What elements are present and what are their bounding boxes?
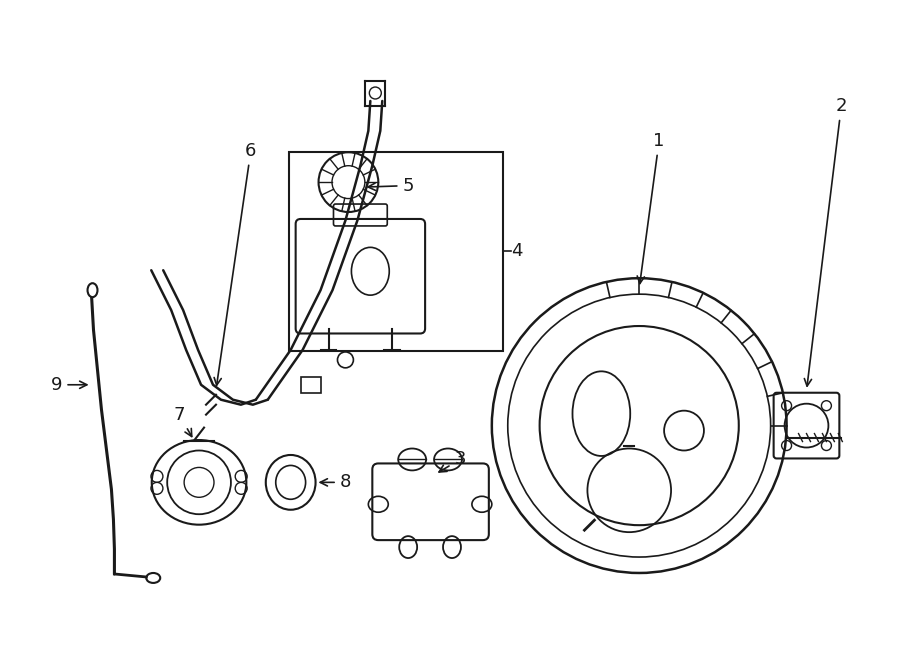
Text: 3: 3 (439, 450, 465, 472)
Bar (301, 377, 320, 393)
Text: 6: 6 (214, 141, 256, 385)
Text: 8: 8 (320, 473, 351, 491)
Text: 1: 1 (637, 132, 665, 284)
Text: 4: 4 (510, 243, 522, 260)
Ellipse shape (87, 283, 97, 297)
Bar (289, 152, 503, 351)
Text: 9: 9 (51, 375, 87, 394)
Text: 7: 7 (174, 406, 192, 436)
Text: 2: 2 (805, 97, 847, 386)
Text: 5: 5 (368, 176, 414, 194)
